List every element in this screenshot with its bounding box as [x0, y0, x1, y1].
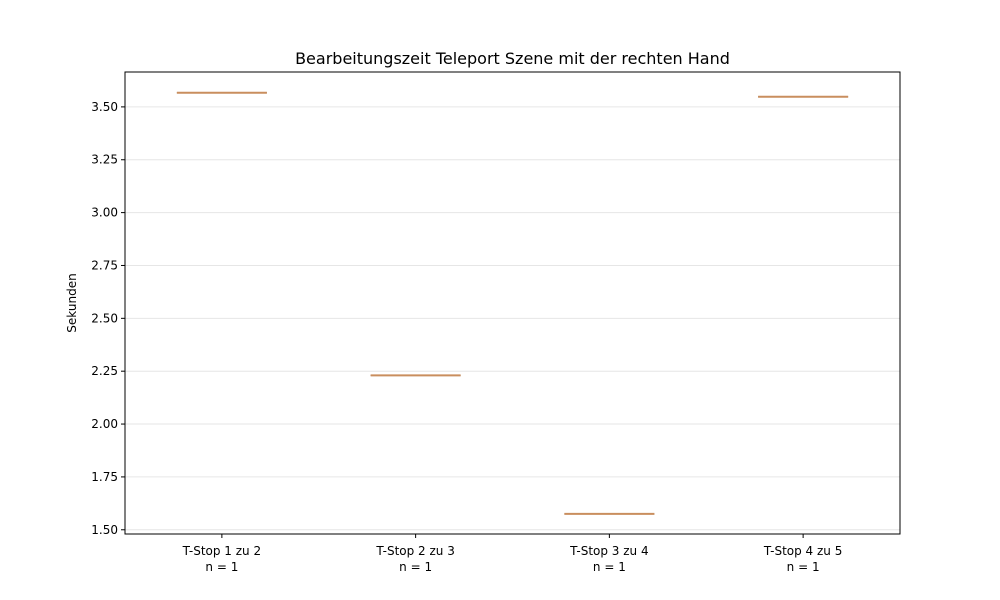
x-tick-label: T-Stop 3 zu 4	[569, 544, 648, 558]
y-gridlines	[125, 106, 900, 531]
y-tick-label: 3.50	[91, 100, 118, 114]
y-tick-label: 2.00	[91, 417, 118, 431]
y-tick-label: 1.50	[91, 523, 118, 537]
plot-area-frame	[124, 71, 901, 535]
sample-size-label: n = 1	[787, 560, 820, 574]
boxes	[176, 91, 849, 515]
y-tick-label: 2.75	[91, 258, 118, 272]
y-tick-label: 2.50	[91, 311, 118, 325]
y-tick-label: 1.75	[91, 470, 118, 484]
y-tick-label: 3.25	[91, 153, 118, 167]
x-tick-label: T-Stop 4 zu 5	[763, 544, 842, 558]
x-tick-label: T-Stop 1 zu 2	[182, 544, 261, 558]
sample-size-label: n = 1	[399, 560, 432, 574]
y-tick-label: 3.00	[91, 206, 118, 220]
sample-size-label: n = 1	[205, 560, 238, 574]
y-axis-ticks: 1.50 1.75 2.00 2.25 2.50 2.75 3.00 3.25 3.50	[91, 100, 125, 537]
sample-size-label: n = 1	[593, 560, 626, 574]
x-tick-label: T-Stop 2 zu 3	[375, 544, 454, 558]
chart-title: Bearbeitungszeit Teleport Szene mit der …	[295, 49, 730, 68]
y-tick-label: 2.25	[91, 364, 118, 378]
y-axis-label: Sekunden	[65, 273, 79, 332]
x-axis-ticks: T-Stop 1 zu 2 n = 1 T-Stop 2 zu 3 n = 1 T-St…	[182, 534, 842, 574]
